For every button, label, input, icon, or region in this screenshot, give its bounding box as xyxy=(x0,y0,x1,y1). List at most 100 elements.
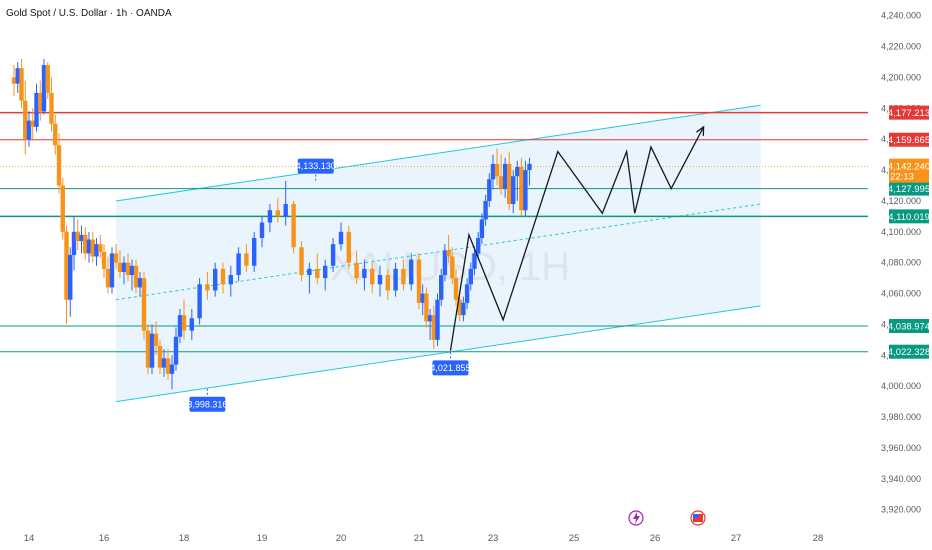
candle-body xyxy=(291,204,296,248)
price-tick-label: 4,120.000 xyxy=(881,196,921,206)
candle-body xyxy=(409,259,414,285)
candle-body xyxy=(338,231,344,245)
candle-body xyxy=(15,68,20,84)
candle-body xyxy=(137,278,143,288)
price-tick-label: 4,200.000 xyxy=(881,72,921,82)
candle-body xyxy=(49,92,54,124)
candle-body xyxy=(420,293,425,303)
candle-body xyxy=(431,315,436,340)
candle-body xyxy=(416,259,422,303)
price-axis-layer: 4,240.0004,220.0004,200.0004,180.0004,16… xyxy=(881,11,930,515)
price-tick-label: 4,220.000 xyxy=(881,42,921,52)
date-tick-label: 16 xyxy=(99,533,110,544)
callouts-layer: 4,133.130 3,998.316 4,021.855 xyxy=(187,158,470,412)
candle-body xyxy=(30,120,35,127)
candle-body xyxy=(11,77,17,84)
level-price-label: 4,127.995 xyxy=(888,184,930,195)
candle-body xyxy=(121,262,127,272)
candle-body xyxy=(26,120,32,140)
candle-body xyxy=(446,250,451,257)
candle-body xyxy=(502,163,508,189)
candle-body xyxy=(519,166,524,211)
level-price-tag xyxy=(889,181,929,196)
callout-label: 4,021.855 xyxy=(430,363,470,373)
candle-body xyxy=(424,293,429,322)
price-tick-label: 3,920.000 xyxy=(881,505,921,515)
date-tick-label: 19 xyxy=(257,533,268,544)
callout-label: 3,998.316 xyxy=(187,399,227,409)
candle-body xyxy=(483,200,488,220)
date-tick-label: 28 xyxy=(813,533,824,544)
candle-body xyxy=(450,256,455,279)
candle-body xyxy=(401,268,406,285)
candle-body xyxy=(60,185,65,232)
candle-body xyxy=(157,346,163,368)
candle-body xyxy=(109,253,115,288)
candle-body xyxy=(435,299,440,340)
candle-body xyxy=(461,302,466,316)
candle-body xyxy=(479,219,485,238)
candle-body xyxy=(315,268,320,279)
current-price-tag xyxy=(889,158,929,183)
date-tick-label: 18 xyxy=(179,533,190,544)
date-tick-label: 21 xyxy=(414,533,425,544)
candle-body xyxy=(457,299,462,316)
candle-body xyxy=(236,253,241,276)
current-price-label: 4,142.240 xyxy=(888,162,930,173)
candle-body xyxy=(362,268,367,279)
candle-body xyxy=(181,315,187,331)
candle-body xyxy=(68,254,73,300)
candle-body xyxy=(56,145,62,186)
candle-body xyxy=(173,336,179,365)
callout-box xyxy=(189,396,226,412)
candle-body xyxy=(197,284,202,319)
candle-body xyxy=(117,262,123,272)
channel-layer xyxy=(115,104,761,403)
lightning-glyph xyxy=(633,512,640,524)
candle-body xyxy=(90,239,95,257)
candle-body xyxy=(259,222,265,238)
candle-body xyxy=(228,275,233,285)
level-price-label: 4,159.665 xyxy=(888,135,930,146)
level-price-tag xyxy=(889,132,929,147)
candle-body xyxy=(220,268,226,285)
candle-body xyxy=(468,268,473,285)
price-tick-label: 3,980.000 xyxy=(881,412,921,422)
candle-body xyxy=(439,275,444,300)
candle-body xyxy=(442,250,448,276)
candle-body xyxy=(330,244,336,266)
chart-title: Gold Spot / U.S. Dollar · 1h · OANDA xyxy=(6,8,172,19)
price-tick-label: 4,000.000 xyxy=(881,381,921,391)
candle-body xyxy=(53,123,58,146)
candle-body xyxy=(101,251,107,269)
candle-body xyxy=(511,176,516,205)
candle-body xyxy=(125,262,131,276)
candle-body xyxy=(23,100,28,140)
candle-body xyxy=(75,231,80,242)
candle-body xyxy=(38,92,43,112)
level-price-label: 4,038.974 xyxy=(888,322,930,333)
candle-body xyxy=(453,278,459,300)
candle-body xyxy=(370,268,375,285)
candle-body xyxy=(275,210,280,217)
channel-lower-line xyxy=(115,305,761,403)
candle-body xyxy=(153,333,159,347)
candle-body xyxy=(45,65,50,93)
candle-body xyxy=(490,163,496,180)
candle-body xyxy=(64,231,69,300)
projection-zigzag-layer xyxy=(449,125,705,351)
candle-body xyxy=(161,358,167,368)
date-tick-label: 23 xyxy=(488,533,499,544)
candle-body xyxy=(523,170,528,211)
candle-body xyxy=(307,268,312,276)
event-icons xyxy=(628,510,706,526)
candle-body xyxy=(267,210,273,223)
callout-label: 4,133.130 xyxy=(296,161,336,171)
callout-box xyxy=(432,360,469,376)
price-tick-label: 4,240.000 xyxy=(881,11,921,21)
date-tick-label: 20 xyxy=(336,533,347,544)
candle-body xyxy=(34,92,39,127)
candle-body xyxy=(498,176,504,189)
candle-body xyxy=(71,231,77,255)
